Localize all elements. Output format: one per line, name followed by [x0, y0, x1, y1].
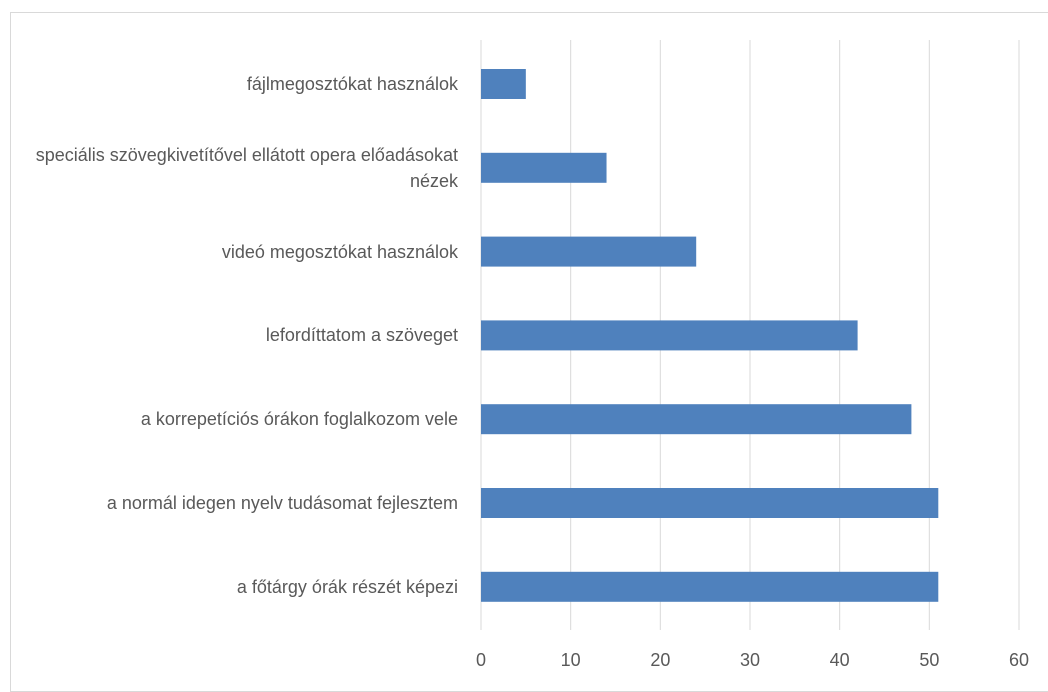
x-tick-label: 10 — [561, 650, 581, 670]
x-tick-label: 20 — [650, 650, 670, 670]
y-tick-label: a normál idegen nyelv tudásomat fejleszt… — [106, 493, 458, 513]
y-tick-label: a főtárgy órák részét képezi — [236, 576, 458, 597]
bar — [481, 404, 912, 435]
bar — [481, 488, 939, 518]
bar — [481, 236, 697, 267]
y-tick-label: fájlmegosztókat használok — [246, 74, 458, 94]
y-tick-label: speciális szövegkivetítővel ellátott ope… — [35, 144, 458, 191]
y-tick-label: videó megosztókat használok — [221, 241, 458, 262]
bar — [481, 152, 607, 183]
x-tick-label: 60 — [1009, 650, 1029, 670]
x-tick-label: 40 — [830, 650, 850, 670]
bar — [481, 571, 939, 602]
x-tick-label: 50 — [919, 650, 939, 670]
y-tick-label: lefordíttatom a szöveget — [265, 325, 458, 346]
bar — [481, 69, 526, 99]
bar — [481, 320, 858, 351]
y-tick-label: a korrepetíciós órákon foglalkozom vele — [140, 409, 458, 430]
x-tick-label: 30 — [740, 650, 760, 670]
x-tick-label: 0 — [476, 650, 486, 670]
